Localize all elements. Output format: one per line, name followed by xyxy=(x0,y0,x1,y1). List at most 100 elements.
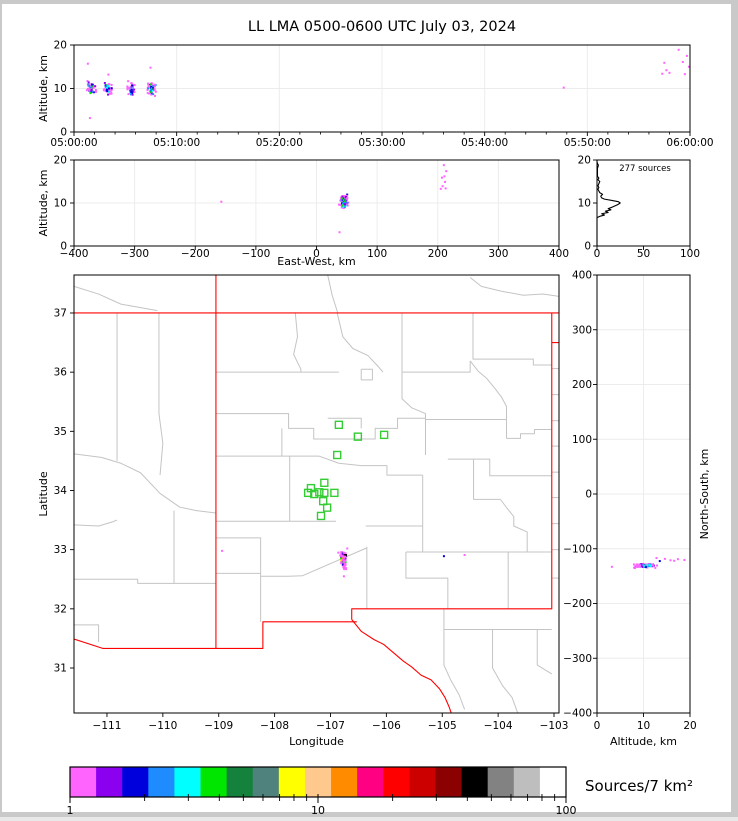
time-tick-label: 05:30:00 xyxy=(358,137,405,149)
station-square-icon xyxy=(332,450,342,460)
longitude-tick-label: −103 xyxy=(540,720,569,732)
ew-tick-label: −400 xyxy=(60,248,89,260)
north-south-tick-label: −300 xyxy=(563,653,592,665)
longitude-tick-label: −109 xyxy=(204,720,233,732)
y-axis-label-altitude: Altitude, km xyxy=(37,55,50,122)
colorbar-axis: 1 10 100 xyxy=(67,766,577,817)
time-tick-label: 05:40:00 xyxy=(461,137,508,149)
ns-height-grid xyxy=(597,275,690,713)
y-axis-label-latitude: Latitude xyxy=(37,471,50,517)
colorbar-tick-label: 10 xyxy=(311,804,325,817)
latitude-tick-label: 31 xyxy=(54,663,67,675)
altitude-tick-label: 0 xyxy=(594,720,601,732)
north-south-tick-label: 200 xyxy=(572,379,592,391)
time-tick-label: 06:00:00 xyxy=(666,137,713,149)
time-height-source-points xyxy=(85,48,690,120)
altitude-tick-label: 20 xyxy=(683,720,696,732)
altitude-tick-label: 10 xyxy=(578,198,591,210)
north-south-tick-label: 0 xyxy=(585,489,592,501)
count-tick-label: 100 xyxy=(680,248,700,260)
north-south-tick-label: 400 xyxy=(572,270,592,282)
station-square-icon xyxy=(322,503,332,512)
y-axis-label-north-south: North-South, km xyxy=(698,449,711,540)
ns-height-axes: 0 10 20 Altitude, km 400 300 200 100 0 −100 −200 −3… xyxy=(563,270,711,749)
latitude-tick-label: 35 xyxy=(54,426,67,438)
longitude-tick-label: −106 xyxy=(372,720,401,732)
station-square-icon xyxy=(303,488,313,498)
altitude-tick-label: 10 xyxy=(54,198,67,210)
ew-tick-label: −100 xyxy=(241,248,270,260)
time-height-panel: 05:00:00 05:10:00 05:20:00 05:30:00 05:40:00… xyxy=(37,40,714,150)
station-square-icon xyxy=(320,478,329,488)
time-height-axes: 05:00:00 05:10:00 05:20:00 05:30:00 05:40:00… xyxy=(37,40,714,150)
altitude-histogram-axes: 0 50 100 0 10 20 277 sources xyxy=(578,155,700,261)
altitude-histogram-panel: 0 50 100 0 10 20 277 sources xyxy=(578,155,700,261)
latitude-tick-label: 33 xyxy=(54,544,67,556)
north-south-tick-label: −400 xyxy=(563,708,592,720)
longitude-tick-label: −105 xyxy=(428,720,457,732)
x-axis-label-longitude: Longitude xyxy=(289,735,344,748)
station-square-icon xyxy=(315,488,324,497)
count-tick-label: 50 xyxy=(637,248,650,260)
lma-station-markers xyxy=(303,420,389,521)
ns-height-source-points xyxy=(610,557,686,569)
map-source-points xyxy=(221,547,466,578)
north-south-tick-label: −100 xyxy=(563,543,592,555)
north-south-tick-label: 300 xyxy=(572,324,592,336)
altitude-tick-label: 0 xyxy=(60,241,67,253)
ew-tick-label: 0 xyxy=(313,248,320,260)
longitude-tick-label: −107 xyxy=(316,720,345,732)
north-south-height-panel: 0 10 20 Altitude, km 400 300 200 100 0 −100 −200 −3… xyxy=(563,270,711,749)
longitude-tick-label: −104 xyxy=(484,720,513,732)
ew-tick-label: 300 xyxy=(488,248,508,260)
page-title: LL LMA 0500-0600 UTC July 03, 2024 xyxy=(248,19,516,35)
altitude-tick-label: 20 xyxy=(54,40,67,52)
time-tick-label: 05:00:00 xyxy=(50,137,97,149)
x-axis-label-altitude: Altitude, km xyxy=(610,735,677,748)
station-square-icon xyxy=(353,432,363,441)
altitude-tick-label: 10 xyxy=(637,720,650,732)
time-tick-label: 05:50:00 xyxy=(564,137,611,149)
colorbar: 1 10 100 xyxy=(67,766,577,817)
latitude-tick-label: 32 xyxy=(54,603,67,615)
altitude-histogram-line xyxy=(596,160,621,246)
y-axis-label-altitude: Altitude, km xyxy=(37,169,50,236)
county-borders xyxy=(74,275,559,713)
north-south-tick-label: 100 xyxy=(572,434,592,446)
ew-height-source-points xyxy=(220,164,448,234)
colorbar-tick-label: 1 xyxy=(67,804,74,817)
ew-height-axes: −400 −300 −200 −100 0 100 200 300 400East-West, … xyxy=(37,155,569,269)
altitude-tick-label: 20 xyxy=(578,155,591,167)
ew-tick-label: 100 xyxy=(367,248,387,260)
station-square-icon xyxy=(379,430,389,440)
ew-tick-label: −200 xyxy=(181,248,210,260)
latitude-tick-label: 36 xyxy=(54,367,68,379)
station-square-icon xyxy=(316,511,326,521)
ew-tick-label: 200 xyxy=(428,248,448,260)
altitude-tick-label: 0 xyxy=(584,241,591,253)
lma-figure: LL LMA 0500-0600 UTC July 03, 2024 05:00… xyxy=(37,19,714,817)
colorbar-segments xyxy=(70,767,567,797)
station-square-icon xyxy=(334,420,344,430)
ew-height-grid xyxy=(74,160,559,246)
x-axis-label-east-west: East-West, km xyxy=(277,255,355,268)
time-tick-label: 05:20:00 xyxy=(256,137,303,149)
state-borders xyxy=(74,275,559,713)
altitude-tick-label: 20 xyxy=(54,155,67,167)
colorbar-label: Sources/7 km² xyxy=(585,777,693,795)
longitude-tick-label: −110 xyxy=(148,720,177,732)
longitude-tick-label: −108 xyxy=(260,720,289,732)
map-axes: −111 −110 −109 −108 −107 −106 −105 −104 −103 Long… xyxy=(37,274,569,748)
altitude-tick-label: 10 xyxy=(54,83,67,95)
station-square-icon xyxy=(310,489,319,499)
altitude-tick-label: 0 xyxy=(60,127,67,139)
latitude-tick-label: 37 xyxy=(54,307,67,319)
station-square-icon xyxy=(330,488,339,498)
station-square-icon xyxy=(320,488,329,498)
north-south-tick-label: −200 xyxy=(563,598,592,610)
count-tick-label: 0 xyxy=(594,248,601,260)
ew-tick-label: −300 xyxy=(120,248,149,260)
ew-tick-label: 400 xyxy=(549,248,569,260)
colorbar-tick-label: 100 xyxy=(556,804,577,817)
